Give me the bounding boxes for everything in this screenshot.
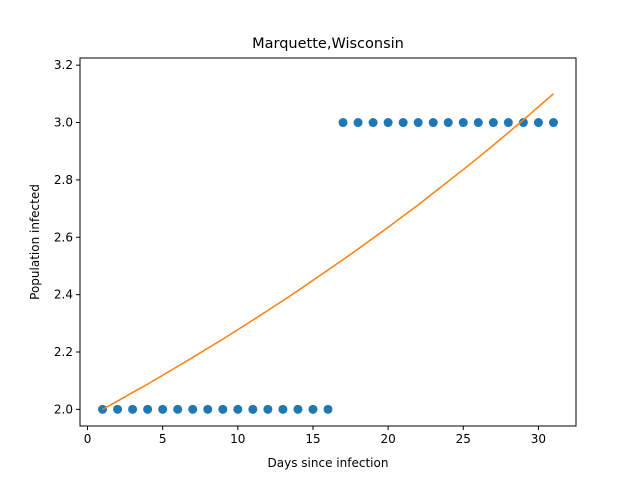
data-point — [98, 404, 108, 414]
data-point — [398, 118, 408, 128]
data-point — [383, 118, 393, 128]
x-tick-label: 15 — [305, 432, 320, 446]
chart-title: Marquette,Wisconsin — [252, 36, 404, 52]
data-point — [128, 404, 138, 414]
data-point — [428, 118, 438, 128]
x-tick-label: 0 — [84, 432, 92, 446]
data-point — [413, 118, 423, 128]
data-point — [323, 404, 333, 414]
data-point — [248, 404, 258, 414]
y-axis-label: Population infected — [28, 184, 42, 300]
data-point — [458, 118, 468, 128]
y-tick-label: 2.6 — [54, 230, 73, 244]
data-point — [293, 404, 303, 414]
data-point — [218, 404, 228, 414]
data-point — [203, 404, 213, 414]
data-point — [278, 404, 288, 414]
data-point — [443, 118, 453, 128]
data-point — [113, 404, 123, 414]
plot-area: 0 5 10 15 20 25 30 2.0 2.2 2.4 2.6 2.8 3.0 3.2 — [54, 57, 577, 446]
x-tick-label: 5 — [159, 432, 167, 446]
data-point — [263, 404, 273, 414]
y-tick-label: 2.2 — [54, 345, 73, 359]
x-tick-label: 25 — [456, 432, 471, 446]
plot-frame — [79, 57, 577, 427]
data-point — [143, 404, 153, 414]
y-tick-label: 2.4 — [54, 288, 73, 302]
y-tick-label: 2.8 — [54, 173, 73, 187]
data-point — [308, 404, 318, 414]
data-point — [233, 404, 243, 414]
y-tick-label: 3.0 — [54, 116, 73, 130]
data-point — [488, 118, 498, 128]
x-tick-label: 30 — [531, 432, 546, 446]
data-point — [368, 118, 378, 128]
data-point — [158, 404, 168, 414]
data-point — [338, 118, 348, 128]
series-line — [102, 93, 554, 411]
y-tick-label: 3.2 — [54, 58, 73, 72]
y-tick-label: 2.0 — [54, 402, 73, 416]
data-point — [518, 118, 528, 128]
x-tick-label: 10 — [230, 432, 245, 446]
data-point — [548, 118, 558, 128]
x-axis-label: Days since infection — [268, 456, 389, 470]
data-point — [533, 118, 543, 128]
x-tick-label: 20 — [380, 432, 395, 446]
data-point — [353, 118, 363, 128]
data-point — [188, 404, 198, 414]
data-point — [473, 118, 483, 128]
data-point — [503, 118, 513, 128]
data-point — [173, 404, 183, 414]
